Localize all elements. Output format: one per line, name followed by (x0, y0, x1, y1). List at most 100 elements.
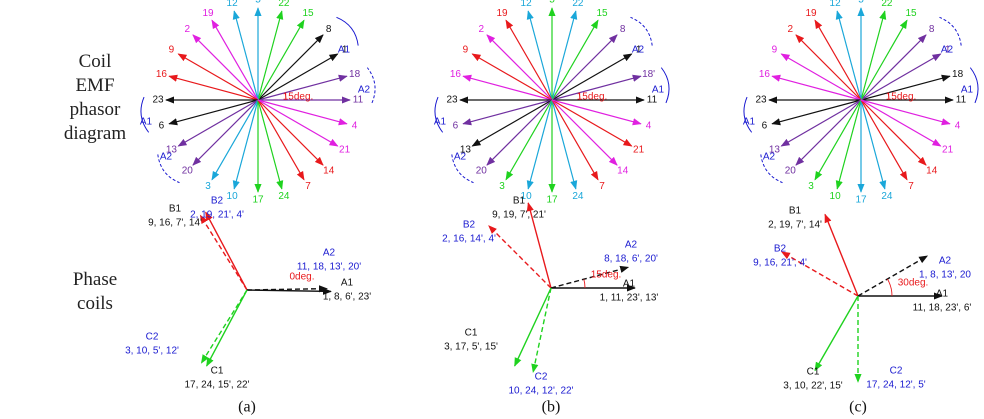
coil-phasor-arrow (551, 53, 633, 101)
coil-phasor-arrow (551, 99, 618, 166)
coil-number-label: 6 (159, 121, 165, 132)
phase-phasor-arrow (857, 255, 929, 297)
phase-phasor-arrow (781, 251, 859, 297)
coil-number-label: 17 (546, 195, 558, 206)
coil-number-label: 5 (255, 0, 261, 6)
coil-phasor-arrow (795, 34, 862, 101)
coil-phasor-arrow (780, 99, 862, 147)
coil-phasor-arrow (551, 19, 599, 101)
coil-group-label: A1 (652, 85, 665, 96)
coil-phasor-arrow (860, 99, 951, 126)
phase-coil-list: 9, 16, 21', 4' (753, 258, 807, 269)
coil-phasor-arrow (232, 99, 259, 190)
coil-group-label: A2 (358, 85, 371, 96)
coil-number-label: 14 (617, 165, 629, 176)
coil-number-label: 24 (881, 191, 893, 202)
coil-group-bracket (336, 16, 359, 46)
coil-number-label: 15 (302, 8, 314, 19)
coil-phasor-arrow (860, 19, 908, 101)
phase-name-label: A2 (939, 256, 952, 267)
coil-phasor-arrow (257, 99, 324, 166)
coil-phasor-arrow (486, 34, 553, 101)
coil-number-label: 7 (908, 181, 914, 192)
phase-phasor-arrow (814, 295, 859, 372)
coil-phasor-arrow (177, 99, 259, 147)
coil-phasor-arrow (168, 74, 259, 101)
coil-group-label: A2 (454, 152, 467, 163)
phase-name-label: B1 (513, 196, 526, 207)
panel-caption: (a) (238, 399, 256, 416)
coil-number-label: 24 (278, 191, 290, 202)
phase-phasor-arrow (206, 289, 248, 367)
coil-group-bracket (434, 96, 444, 133)
angle-label: 15deg. (886, 92, 917, 103)
coil-number-label: 9 (772, 45, 778, 56)
coil-phasor-arrow (835, 99, 862, 190)
coil-number-label: 14 (926, 165, 938, 176)
phase-phasor-arrow (200, 289, 248, 364)
coil-phasor-arrow (211, 19, 259, 101)
coil-phasor-arrow (835, 10, 862, 101)
coil-number-label: 19 (496, 8, 508, 19)
coil-phasor-arrow (551, 99, 578, 190)
coil-phasor-arrow (551, 99, 642, 126)
coil-group-label: A1 (743, 117, 756, 128)
phase-name-label: A2 (625, 240, 638, 251)
angle-arc (578, 92, 581, 101)
phase-name-label: A1 (341, 278, 354, 289)
phase-name-label: A1 (936, 289, 949, 300)
phase-coil-list: 2, 16, 14', 4' (442, 234, 496, 245)
coil-phasor-arrow (462, 99, 553, 126)
coil-number-label: 6 (453, 121, 459, 132)
coil-phasor-arrow (257, 99, 305, 181)
coil-number-label: 8 (326, 24, 332, 35)
coil-phasor-arrow (860, 99, 887, 190)
coil-phasor-arrow (526, 10, 553, 101)
coil-phasor-arrow (860, 99, 927, 166)
coil-group-bracket (630, 16, 653, 46)
coil-number-label: 20 (476, 165, 488, 176)
coil-number-label: 22 (572, 0, 584, 9)
phase-phasor-arrow (246, 285, 328, 293)
coil-number-label: 20 (182, 165, 194, 176)
panel-caption: (c) (849, 399, 867, 416)
coil-phasor-arrow (257, 99, 339, 147)
coil-phasor-arrow (486, 99, 553, 166)
coil-phasor-arrow (771, 99, 862, 126)
coil-group-label: A2 (632, 45, 645, 56)
phase-coil-list: 17, 24, 15', 22' (185, 380, 250, 391)
phase-coil-list: 11, 18, 23', 6' (913, 303, 972, 314)
coil-number-label: 23 (446, 95, 458, 106)
phase-angle-label: 15deg. (591, 270, 622, 281)
coil-phasor-arrow (257, 99, 284, 190)
phase-name-label: B2 (211, 196, 224, 207)
phase-coil-list: 9, 16, 7', 14' (148, 218, 202, 229)
coil-number-label: 13 (166, 145, 178, 156)
coil-number-label: 21 (633, 145, 645, 156)
coil-phasor-arrow (795, 99, 862, 166)
coil-number-label: 20 (785, 165, 797, 176)
coil-number-label: 18 (952, 69, 964, 80)
coil-number-label: 5 (858, 0, 864, 6)
phase-phasor-arrow (550, 265, 630, 289)
coil-number-label: 8 (929, 24, 935, 35)
coil-phasor-arrow (814, 19, 862, 101)
coil-phasor-arrow (505, 19, 553, 101)
phase-phasor-arrow (488, 225, 552, 289)
row-label-line: Phase (72, 269, 118, 290)
coil-phasor-arrow (860, 53, 942, 101)
phase-name-label: C2 (890, 366, 903, 377)
phase-coil-list: 17, 24, 12', 5' (866, 380, 926, 391)
coil-number-label: 18 (349, 69, 361, 80)
phase-coils-diagram (199, 211, 332, 367)
angle-label: 15deg. (283, 92, 314, 103)
emf-phasor-diagram (140, 7, 376, 193)
phase-phasor-arrow (526, 202, 552, 289)
phase-angle-arc (887, 278, 893, 297)
coil-number-label: 3 (205, 181, 211, 192)
coil-phasor-arrow (551, 99, 599, 181)
coil-number-label: 21 (339, 145, 351, 156)
coil-phasor-arrow (471, 99, 553, 147)
row-label-phase: Phase coils (30, 268, 160, 316)
coil-number-label: 9 (463, 45, 469, 56)
